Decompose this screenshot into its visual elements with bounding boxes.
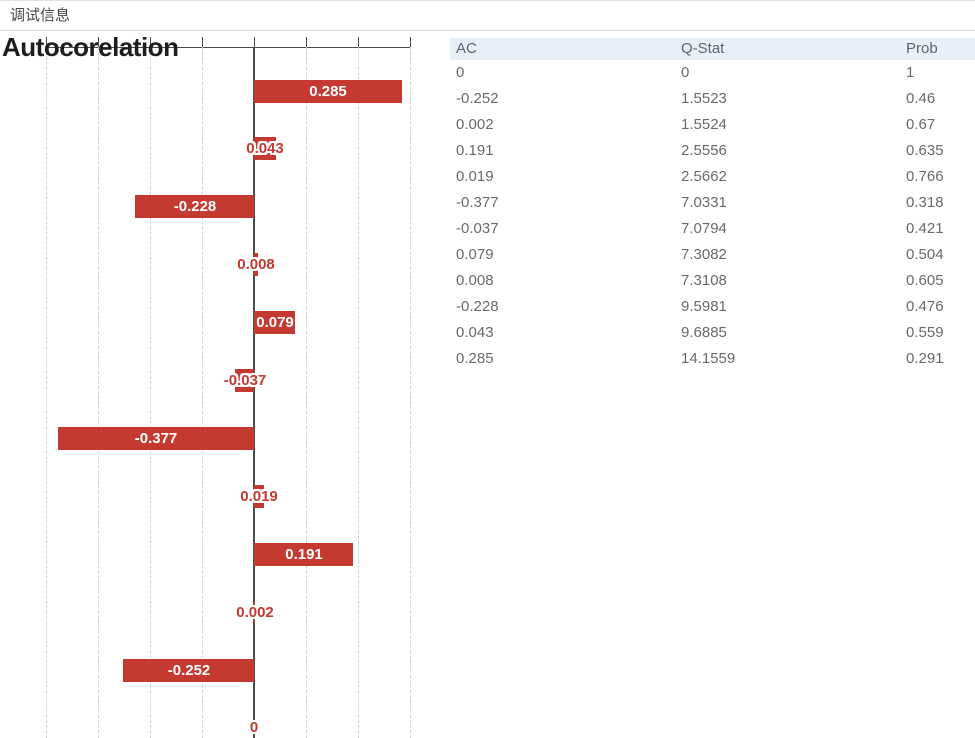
bar-data-label: -0.037 xyxy=(223,372,267,389)
bar-data-label: 0.002 xyxy=(236,604,274,621)
bar[interactable] xyxy=(235,369,254,392)
table-cell: 9.6885 xyxy=(681,324,727,341)
table-cell: 0.291 xyxy=(906,350,944,367)
table-cell: 0.318 xyxy=(906,194,944,211)
bar[interactable] xyxy=(135,195,254,218)
bar-data-label: 0 xyxy=(249,719,259,736)
bar[interactable] xyxy=(123,659,254,682)
bar-data-label: 0.008 xyxy=(237,256,275,273)
table-cell: 1 xyxy=(906,64,915,81)
bar[interactable] xyxy=(58,427,254,450)
table-cell: 0.476 xyxy=(906,298,944,315)
bar[interactable] xyxy=(254,80,402,103)
gridline xyxy=(410,47,411,738)
table-cell: -0.228 xyxy=(456,298,499,315)
x-axis-line xyxy=(46,47,410,48)
bar-data-label: -0.252 xyxy=(167,662,211,679)
bar[interactable] xyxy=(254,311,295,334)
table-cell: 7.3108 xyxy=(681,272,727,289)
table-row[interactable]: 0.008 7.3108 0.605 xyxy=(450,268,975,294)
x-axis-tick xyxy=(98,37,99,47)
x-axis-tick xyxy=(46,37,47,47)
table-row[interactable]: -0.037 7.0794 0.421 xyxy=(450,216,975,242)
gridline xyxy=(358,47,359,738)
table-cell: 0.605 xyxy=(906,272,944,289)
table-cell: 0.635 xyxy=(906,142,944,159)
table-row[interactable]: -0.228 9.5981 0.476 xyxy=(450,294,975,320)
table-row[interactable]: 0.191 2.5556 0.635 xyxy=(450,138,975,164)
table-cell: 1.5524 xyxy=(681,116,727,133)
table-row[interactable]: -0.377 7.0331 0.318 xyxy=(450,190,975,216)
gridline xyxy=(202,47,203,738)
table-cell: -0.252 xyxy=(456,90,499,107)
table-cell: 0.559 xyxy=(906,324,944,341)
table-cell: 0.191 xyxy=(456,142,494,159)
x-axis-tick xyxy=(410,37,411,47)
column-header-prob[interactable]: Prob xyxy=(906,40,938,57)
table-cell: 7.0331 xyxy=(681,194,727,211)
chart-title: Autocorelation xyxy=(2,32,179,62)
table-cell: -0.037 xyxy=(456,220,499,237)
x-axis-tick xyxy=(358,37,359,47)
bar-data-label: 0.079 xyxy=(256,314,294,331)
bar-data-label: -0.228 xyxy=(173,198,217,215)
bar[interactable] xyxy=(254,601,255,624)
table-cell: 0.043 xyxy=(456,324,494,341)
table-cell: 1.5523 xyxy=(681,90,727,107)
table-cell: 0.079 xyxy=(456,246,494,263)
table-cell: 0.504 xyxy=(906,246,944,263)
table-cell: 7.3082 xyxy=(681,246,727,263)
stats-table[interactable]: AC Q-Stat Prob 0 0 1 -0.252 1.5523 0.46 0.002 1… xyxy=(450,38,975,372)
bar[interactable] xyxy=(254,543,353,566)
table-cell: 0.421 xyxy=(906,220,944,237)
gridline xyxy=(306,47,307,738)
bar[interactable] xyxy=(254,485,264,508)
table-row[interactable]: 0.079 7.3082 0.504 xyxy=(450,242,975,268)
debug-info-header[interactable]: 调试信息 xyxy=(0,0,975,31)
bar-data-label: 0.191 xyxy=(285,546,323,563)
table-row[interactable]: 0.019 2.5662 0.766 xyxy=(450,164,975,190)
bar[interactable] xyxy=(254,253,258,276)
table-cell: 7.0794 xyxy=(681,220,727,237)
table-cell: 0.002 xyxy=(456,116,494,133)
table-row[interactable]: 0 0 1 xyxy=(450,60,975,86)
table-cell: 0.285 xyxy=(456,350,494,367)
table-body: 0 0 1 -0.252 1.5523 0.46 0.002 1.5524 0.67 0.191 2… xyxy=(450,60,975,372)
zero-baseline xyxy=(253,47,255,738)
bar-data-label: 0.043 xyxy=(246,140,284,157)
gridline xyxy=(46,47,47,738)
table-cell: 14.1559 xyxy=(681,350,736,367)
bar[interactable] xyxy=(254,137,276,160)
table-header-row: AC Q-Stat Prob xyxy=(450,38,975,60)
table-cell: 0.46 xyxy=(906,90,936,107)
table-cell: 0.67 xyxy=(906,116,936,133)
bar-data-label: -0.377 xyxy=(134,430,178,447)
table-cell: 2.5662 xyxy=(681,168,727,185)
x-axis-tick xyxy=(202,37,203,47)
column-header-ac[interactable]: AC xyxy=(456,40,477,57)
table-cell: 0.019 xyxy=(456,168,494,185)
x-axis-tick xyxy=(306,37,307,47)
gridline xyxy=(150,47,151,738)
table-row[interactable]: 0.285 14.1559 0.291 xyxy=(450,346,975,372)
table-cell: 0.766 xyxy=(906,168,944,185)
table-row[interactable]: -0.252 1.5523 0.46 xyxy=(450,86,975,112)
table-row[interactable]: 0.002 1.5524 0.67 xyxy=(450,112,975,138)
column-header-qstat[interactable]: Q-Stat xyxy=(681,40,725,57)
debug-info-title: 调试信息 xyxy=(10,7,71,24)
bar-data-label: 0.285 xyxy=(309,83,347,100)
autocorrelation-chart[interactable]: Autocorelation 0.285 0.043 -0.228 0.008 0.07… xyxy=(0,30,445,738)
gridline xyxy=(98,47,99,738)
table-cell: 9.5981 xyxy=(681,298,727,315)
table-cell: 0 xyxy=(681,64,690,81)
table-cell: 0 xyxy=(456,64,465,81)
table-row[interactable]: 0.043 9.6885 0.559 xyxy=(450,320,975,346)
table-cell: -0.377 xyxy=(456,194,499,211)
table-cell: 0.008 xyxy=(456,272,494,289)
table-cell: 2.5556 xyxy=(681,142,727,159)
x-axis-tick xyxy=(150,37,151,47)
x-axis-tick xyxy=(254,37,255,47)
bar-data-label: 0.019 xyxy=(240,488,278,505)
